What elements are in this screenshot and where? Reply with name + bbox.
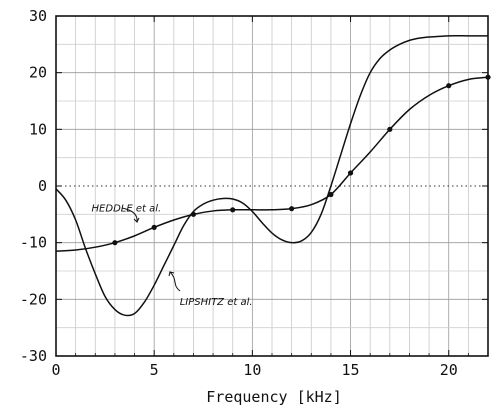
series-point-heddle [328, 191, 334, 198]
series-point-heddle [151, 224, 157, 230]
y-tick-label: -20 [20, 290, 47, 308]
heddle-arrow [121, 207, 140, 224]
x-tick-label: 5 [150, 361, 159, 379]
series-point-heddle [387, 126, 393, 132]
x-tick-label: 0 [51, 361, 60, 379]
y-tick-label: -30 [20, 347, 47, 365]
series-point-heddle [112, 240, 118, 246]
x-axis-label: Frequency [kHz] [206, 388, 341, 406]
y-tick-label: 0 [38, 177, 47, 195]
series-point-heddle [289, 206, 295, 212]
series-group [55, 35, 491, 317]
heddle-label: HEDDLE et al. [92, 204, 162, 215]
series-point-heddle [485, 74, 491, 80]
y-tick-label: -10 [20, 234, 47, 252]
lipshitz-label: LIPSHITZ et al. [180, 297, 253, 308]
y-tick-label: 10 [29, 120, 47, 138]
series-line-lipshitz [55, 35, 488, 317]
series-point-heddle [446, 83, 452, 89]
series-point-heddle [347, 170, 354, 176]
series-point-heddle [230, 207, 236, 213]
series-line-heddle [55, 76, 489, 252]
annotations: HEDDLE et al. LIPSHITZ et al. [92, 204, 253, 308]
y-tick-label: 20 [29, 64, 47, 82]
y-tick-label: 30 [29, 7, 47, 25]
x-tick-label: 20 [440, 361, 458, 379]
lipshitz-arrow [168, 271, 181, 292]
x-tick-label: 10 [243, 361, 261, 379]
x-tick-label: 15 [342, 361, 360, 379]
